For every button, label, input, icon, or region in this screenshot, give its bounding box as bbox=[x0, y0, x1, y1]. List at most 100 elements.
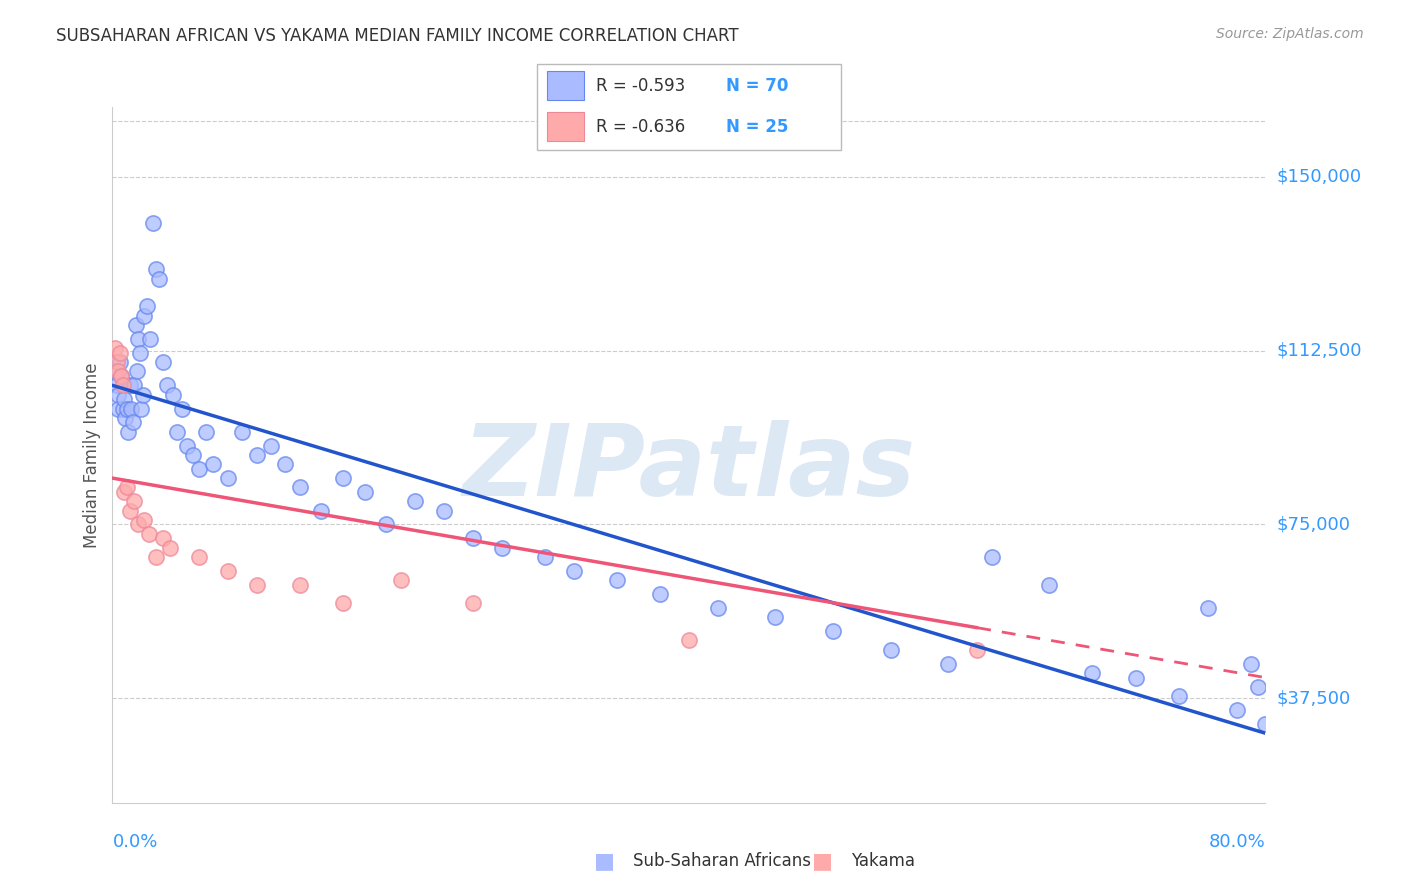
FancyBboxPatch shape bbox=[537, 64, 841, 150]
Point bbox=[104, 364, 127, 378]
Point bbox=[118, 378, 141, 392]
Point bbox=[148, 271, 170, 285]
Point bbox=[202, 457, 225, 471]
Point bbox=[110, 369, 132, 384]
Text: ■: ■ bbox=[813, 851, 832, 871]
Point bbox=[461, 532, 484, 546]
Point bbox=[245, 448, 267, 462]
Point bbox=[128, 346, 150, 360]
Point bbox=[936, 657, 959, 671]
Point bbox=[105, 378, 128, 392]
Text: Sub-Saharan Africans: Sub-Saharan Africans bbox=[633, 852, 811, 870]
Point bbox=[332, 596, 354, 610]
Point bbox=[274, 457, 297, 471]
Point bbox=[966, 642, 988, 657]
Point bbox=[145, 549, 167, 564]
Point bbox=[353, 485, 375, 500]
Text: Yakama: Yakama bbox=[851, 852, 915, 870]
Text: R = -0.636: R = -0.636 bbox=[596, 118, 685, 136]
Point bbox=[461, 596, 484, 610]
Point bbox=[1167, 689, 1189, 703]
Point bbox=[706, 601, 728, 615]
Point bbox=[311, 503, 333, 517]
Point bbox=[107, 401, 129, 416]
Point bbox=[120, 401, 142, 416]
Point bbox=[142, 216, 165, 230]
Text: ZIPatlas: ZIPatlas bbox=[463, 420, 915, 517]
Point bbox=[107, 364, 129, 378]
Text: $150,000: $150,000 bbox=[1277, 168, 1361, 186]
Text: $75,000: $75,000 bbox=[1277, 516, 1351, 533]
Point bbox=[145, 262, 167, 277]
Point bbox=[1197, 601, 1219, 615]
Text: N = 70: N = 70 bbox=[725, 77, 789, 95]
Point bbox=[104, 341, 127, 355]
Point bbox=[678, 633, 700, 648]
Point bbox=[138, 526, 160, 541]
Point bbox=[162, 387, 184, 401]
Point bbox=[404, 494, 426, 508]
Point bbox=[111, 378, 134, 392]
Point bbox=[245, 578, 267, 592]
Point bbox=[105, 355, 128, 369]
Point bbox=[110, 369, 132, 384]
Text: $112,500: $112,500 bbox=[1277, 342, 1362, 359]
Point bbox=[648, 587, 672, 601]
Point bbox=[980, 549, 1002, 564]
Point bbox=[112, 392, 135, 407]
Point bbox=[1081, 665, 1104, 680]
Text: N = 25: N = 25 bbox=[725, 118, 789, 136]
Point bbox=[533, 549, 555, 564]
Point bbox=[139, 332, 162, 346]
Point bbox=[217, 564, 239, 578]
Text: $37,500: $37,500 bbox=[1277, 690, 1351, 707]
Point bbox=[491, 541, 513, 555]
Point bbox=[127, 517, 149, 532]
Point bbox=[176, 439, 198, 453]
Point bbox=[389, 573, 412, 587]
Point bbox=[108, 355, 131, 369]
Text: R = -0.593: R = -0.593 bbox=[596, 77, 685, 95]
Point bbox=[880, 642, 903, 657]
Point bbox=[181, 448, 204, 462]
Bar bbox=[547, 112, 583, 141]
Point bbox=[260, 439, 283, 453]
Point bbox=[115, 480, 138, 494]
Point bbox=[1038, 578, 1060, 592]
Bar bbox=[547, 71, 583, 100]
Point bbox=[166, 425, 188, 439]
Point bbox=[118, 503, 141, 517]
Point bbox=[107, 387, 129, 401]
Point bbox=[1226, 703, 1249, 717]
Point bbox=[111, 401, 134, 416]
Text: SUBSAHARAN AFRICAN VS YAKAMA MEDIAN FAMILY INCOME CORRELATION CHART: SUBSAHARAN AFRICAN VS YAKAMA MEDIAN FAMI… bbox=[56, 27, 740, 45]
Text: 80.0%: 80.0% bbox=[1209, 833, 1265, 851]
Point bbox=[195, 425, 218, 439]
Point bbox=[125, 364, 148, 378]
Y-axis label: Median Family Income: Median Family Income bbox=[83, 362, 101, 548]
Point bbox=[152, 355, 174, 369]
Point bbox=[1247, 680, 1270, 694]
Point bbox=[114, 410, 136, 425]
Point bbox=[122, 494, 145, 508]
Point bbox=[170, 401, 193, 416]
Text: Source: ZipAtlas.com: Source: ZipAtlas.com bbox=[1216, 27, 1364, 41]
Point bbox=[332, 471, 354, 485]
Point bbox=[134, 513, 156, 527]
Point bbox=[231, 425, 253, 439]
Point bbox=[121, 416, 143, 430]
Point bbox=[136, 300, 159, 314]
Point bbox=[188, 462, 211, 476]
Point bbox=[217, 471, 239, 485]
Point bbox=[288, 578, 311, 592]
Point bbox=[117, 425, 139, 439]
Text: ■: ■ bbox=[595, 851, 614, 871]
Point bbox=[108, 346, 131, 360]
Point bbox=[159, 541, 181, 555]
Point bbox=[156, 378, 179, 392]
Point bbox=[1125, 671, 1147, 685]
Point bbox=[1254, 717, 1277, 731]
Point bbox=[134, 309, 156, 323]
Point bbox=[433, 503, 456, 517]
Point bbox=[562, 564, 585, 578]
